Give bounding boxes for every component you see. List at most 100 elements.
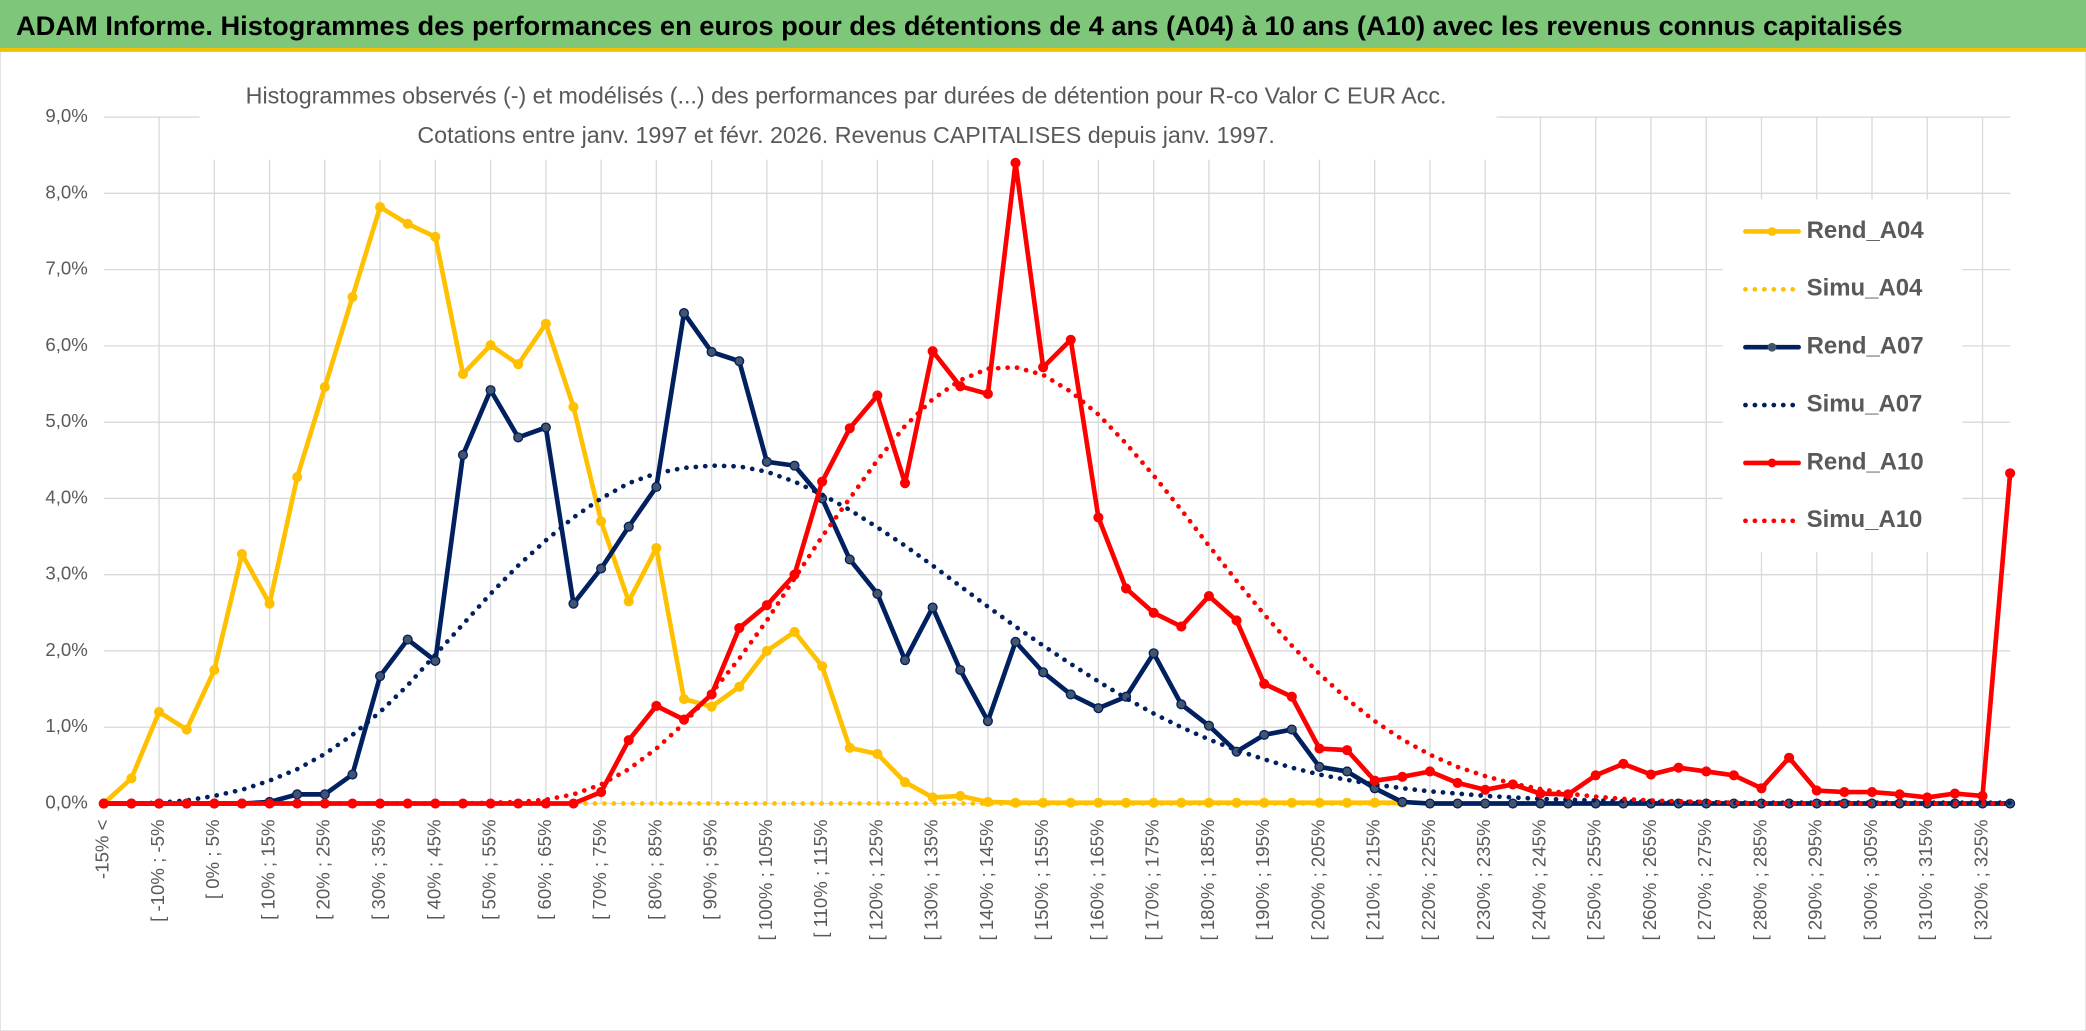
data-point xyxy=(596,516,607,527)
banner xyxy=(0,0,2086,51)
x-tick-label: [ 300% ; 305% xyxy=(1860,819,1881,940)
x-tick-label: [ 320% ; 325% xyxy=(1970,819,1991,940)
data-point xyxy=(761,600,772,611)
data-point xyxy=(1203,591,1214,602)
banner-title: ADAM Informe. Histogrammes des performan… xyxy=(16,10,1903,41)
data-point xyxy=(651,700,662,711)
x-tick-label: [ 280% ; 285% xyxy=(1749,819,1770,940)
data-point xyxy=(292,472,303,483)
data-point xyxy=(678,308,690,319)
data-point xyxy=(1894,789,1905,800)
data-point xyxy=(955,664,966,676)
x-tick-label: [ 50% ; 55% xyxy=(479,819,500,919)
data-point xyxy=(1673,762,1684,773)
data-point xyxy=(596,787,607,798)
x-tick-label: [ 70% ; 75% xyxy=(589,819,610,919)
data-point xyxy=(1784,752,1795,763)
legend-label: Rend_A04 xyxy=(1807,217,1925,244)
y-tick-label: 1,0% xyxy=(45,715,87,736)
data-point xyxy=(761,645,772,657)
data-point xyxy=(734,356,745,367)
data-point xyxy=(623,521,634,532)
data-point xyxy=(1452,777,1463,788)
data-point xyxy=(1342,766,1353,777)
x-tick-label: [ 180% ; 185% xyxy=(1197,819,1218,940)
chart-title: Histogrammes observés (-) et modélisés (… xyxy=(246,82,1447,108)
data-point xyxy=(347,769,358,780)
legend-label: Simu_A07 xyxy=(1807,390,1923,417)
x-tick-label: [ 40% ; 45% xyxy=(423,819,444,919)
x-tick-label: [ 310% ; 315% xyxy=(1915,819,1936,940)
data-point xyxy=(1176,699,1187,710)
data-point xyxy=(1645,769,1657,780)
data-point xyxy=(899,777,911,788)
x-tick-label: [ 150% ; 155% xyxy=(1031,819,1052,940)
legend-marker xyxy=(1767,227,1777,236)
x-tick-label: [ 20% ; 25% xyxy=(313,819,334,919)
data-point xyxy=(596,563,607,574)
data-point xyxy=(181,724,192,735)
data-point xyxy=(899,655,911,666)
data-point xyxy=(1590,770,1601,781)
x-tick-label: [ 230% ; 235% xyxy=(1473,819,1494,940)
data-point xyxy=(817,661,828,672)
x-tick-label: [ 110% ; 115% xyxy=(810,819,831,937)
data-point xyxy=(1286,691,1297,702)
data-point xyxy=(1452,798,1463,809)
data-point xyxy=(402,634,413,645)
data-point xyxy=(1093,703,1104,714)
data-point xyxy=(927,792,938,803)
data-point xyxy=(1397,771,1408,782)
data-point xyxy=(734,623,745,634)
y-tick-label: 2,0% xyxy=(45,639,87,660)
x-tick-label: [ 270% ; 275% xyxy=(1694,819,1715,940)
data-point xyxy=(1424,798,1436,809)
data-point xyxy=(1093,512,1104,523)
legend-box xyxy=(1722,199,1963,553)
data-point xyxy=(872,390,883,401)
observed-line xyxy=(101,310,2013,806)
x-tick-label: [ 10% ; 15% xyxy=(257,819,278,919)
x-tick-label: [ 0% ; 5% xyxy=(202,819,223,899)
data-point xyxy=(1342,745,1353,756)
legend-label: Simu_A04 xyxy=(1807,275,1923,302)
data-point xyxy=(955,381,966,392)
data-point xyxy=(540,318,551,329)
data-point xyxy=(485,385,496,396)
x-tick-label: [ 170% ; 175% xyxy=(1142,819,1163,940)
data-point xyxy=(568,598,579,609)
data-point xyxy=(1480,784,1491,795)
data-point xyxy=(236,549,247,560)
data-point xyxy=(927,346,938,357)
data-point xyxy=(927,602,938,613)
data-point xyxy=(817,476,828,487)
simulated-line xyxy=(101,364,2013,806)
data-point xyxy=(982,388,993,399)
data-point xyxy=(1949,788,1960,799)
x-tick-label: -15% < xyxy=(92,819,113,878)
data-point xyxy=(1038,362,1049,373)
data-point xyxy=(789,626,800,637)
x-tick-label: [ 250% ; 255% xyxy=(1584,819,1605,940)
x-tick-label: [ 200% ; 205% xyxy=(1307,819,1328,940)
legend-label: Simu_A10 xyxy=(1807,506,1923,533)
data-point xyxy=(706,701,717,712)
x-tick-label: [ 260% ; 265% xyxy=(1639,819,1660,940)
x-tick-label: [ 80% ; 85% xyxy=(644,819,665,919)
data-point xyxy=(540,422,551,433)
data-point xyxy=(2005,468,2016,479)
data-point xyxy=(292,789,303,800)
observed-line xyxy=(101,160,2013,806)
data-point xyxy=(1314,761,1325,772)
data-point xyxy=(872,748,883,759)
x-tick-label: [ 120% ; 125% xyxy=(865,819,886,940)
data-point xyxy=(457,449,469,461)
data-point xyxy=(1728,770,1739,781)
data-point xyxy=(430,231,441,242)
data-point xyxy=(1839,787,1850,798)
data-point xyxy=(264,598,275,609)
data-point xyxy=(126,773,137,784)
data-point xyxy=(568,401,579,412)
data-point xyxy=(1866,787,1878,798)
